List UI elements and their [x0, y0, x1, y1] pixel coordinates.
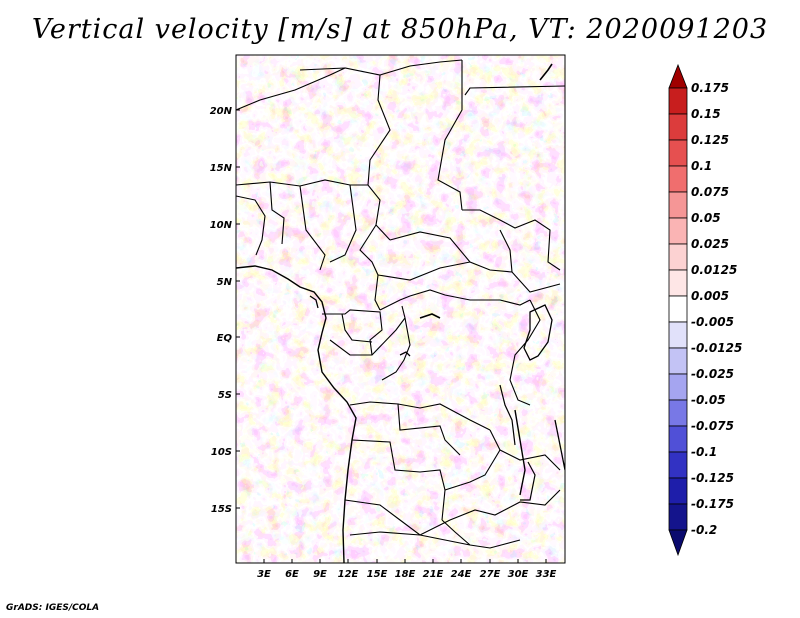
lon-label: 3E — [257, 569, 271, 580]
lon-label: 33E — [536, 569, 557, 580]
colorbar-swatch — [668, 165, 688, 193]
colorbar-swatch — [668, 451, 688, 479]
chart-title: Vertical velocity [m/s] at 850hPa, VT: 2… — [31, 14, 769, 45]
colorbar-swatch — [668, 529, 688, 557]
colorbar-label: -0.125 — [691, 471, 734, 485]
colorbar-swatch — [668, 503, 688, 531]
colorbar-label: -0.175 — [691, 497, 734, 511]
colorbar-swatch — [668, 373, 688, 401]
coastline — [236, 265, 357, 563]
colorbar-swatch — [668, 217, 688, 245]
lon-label: 6E — [285, 569, 299, 580]
map-frame — [235, 54, 566, 564]
colorbar-label: 0.125 — [691, 133, 729, 147]
colorbar-swatch — [668, 295, 688, 323]
lat-label: 20N — [210, 106, 233, 117]
lon-label: 27E — [480, 569, 501, 580]
colorbar-swatch — [668, 347, 688, 375]
colorbar-label: -0.2 — [691, 523, 717, 537]
lat-axis: 20N 15N 10N 5N EQ 5S 10S 15S — [210, 106, 233, 515]
lon-label: 9E — [313, 569, 327, 580]
colorbar-label: 0.1 — [691, 159, 712, 173]
colorbar-swatch — [668, 269, 688, 297]
lon-label: 30E — [508, 569, 529, 580]
country-borders — [236, 59, 565, 563]
colorbar-label: 0.075 — [691, 185, 729, 199]
colorbar-label: -0.075 — [691, 419, 734, 433]
velocity-field — [236, 55, 565, 563]
colorbar-label: -0.1 — [691, 445, 717, 459]
colorbar: 0.175 0.15 0.125 0.1 0.075 0.05 0.025 0.0125 0.0… — [668, 63, 742, 557]
colorbar-swatch — [668, 477, 688, 505]
colorbar-swatch — [668, 399, 688, 427]
lat-label: 5N — [217, 277, 233, 288]
colorbar-swatch — [668, 63, 688, 89]
lat-label: EQ — [217, 333, 233, 344]
colorbar-label: -0.025 — [691, 367, 734, 381]
lat-label: 10N — [210, 220, 233, 231]
lat-label: 15S — [211, 504, 232, 515]
colorbar-swatch — [668, 321, 688, 349]
colorbar-swatch — [668, 87, 688, 115]
colorbar-swatch — [668, 243, 688, 271]
colorbar-label: 0.005 — [691, 289, 729, 303]
lon-label: 15E — [367, 569, 388, 580]
lon-label: 12E — [338, 569, 359, 580]
colorbar-label: 0.15 — [691, 107, 721, 121]
colorbar-swatch — [668, 425, 688, 453]
lat-label: 10S — [211, 447, 232, 458]
lon-axis: 3E 6E 9E 12E 15E 18E 21E 24E 27E 30E 33E — [257, 569, 556, 580]
lon-label: 21E — [423, 569, 444, 580]
colorbar-label: 0.175 — [691, 81, 729, 95]
lat-label: 15N — [210, 163, 233, 174]
grads-credit: GrADS: IGES/COLA — [6, 603, 100, 613]
colorbar-label: 0.0125 — [691, 263, 737, 277]
colorbar-swatch — [668, 139, 688, 167]
colorbar-swatch — [668, 191, 688, 219]
lat-label: 5S — [218, 390, 232, 401]
colorbar-swatch — [668, 113, 688, 141]
colorbar-label: 0.05 — [691, 211, 721, 225]
colorbar-label: -0.0125 — [691, 341, 742, 355]
colorbar-label: -0.05 — [691, 393, 726, 407]
colorbar-label: 0.025 — [691, 237, 729, 251]
lon-label: 24E — [451, 569, 472, 580]
lon-label: 18E — [395, 569, 416, 580]
colorbar-label: -0.005 — [691, 315, 734, 329]
